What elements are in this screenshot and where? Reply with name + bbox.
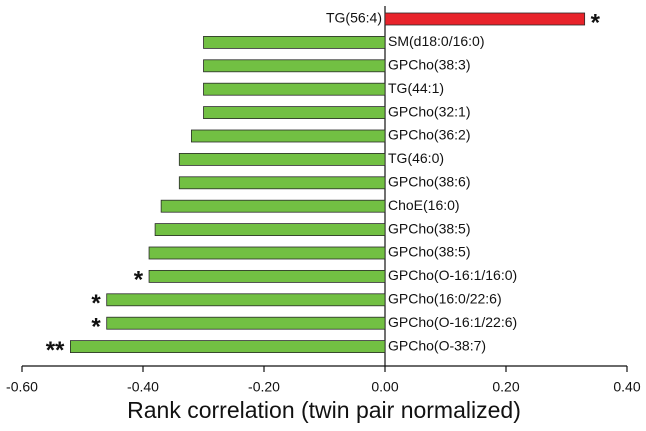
category-label: GPCho(32:1) — [388, 103, 470, 119]
category-label: TG(44:1) — [388, 80, 444, 96]
bar — [203, 36, 386, 49]
category-label: SM(d18:0/16:0) — [388, 33, 485, 49]
x-tick-label: 0.00 — [371, 379, 398, 395]
x-tick-label: 0.40 — [613, 379, 640, 395]
significance-mark: * — [91, 290, 101, 317]
category-label: GPCho(O-38:7) — [388, 337, 486, 353]
category-label: GPCho(O-16:1/22:6) — [388, 314, 517, 330]
x-tick-label: -0.40 — [127, 379, 159, 395]
bar — [178, 176, 386, 190]
bar — [70, 340, 386, 354]
x-tick-label: -0.60 — [6, 379, 38, 395]
x-tick-label: -0.20 — [248, 379, 280, 395]
category-label: GPCho(36:2) — [388, 127, 470, 143]
bar — [178, 152, 386, 166]
bar — [190, 129, 386, 143]
significance-mark: * — [91, 314, 101, 341]
category-label: GPCho(O-16:1/16:0) — [388, 267, 517, 283]
bar — [203, 106, 386, 119]
bar — [154, 223, 386, 237]
category-label: GPCho(38:5) — [388, 220, 470, 236]
category-label: TG(46:0) — [388, 150, 444, 166]
category-label: GPCho(38:3) — [388, 57, 470, 73]
bar — [384, 12, 586, 26]
significance-mark: * — [134, 267, 144, 294]
bar — [106, 293, 386, 307]
bar — [203, 82, 386, 96]
category-label: ChoE(16:0) — [388, 197, 460, 213]
bar — [203, 59, 386, 73]
significance-mark: * — [591, 9, 601, 36]
significance-mark: ** — [46, 337, 65, 364]
category-label: GPCho(38:5) — [388, 244, 470, 260]
x-tick-label: 0.20 — [492, 379, 519, 395]
category-label: GPCho(38:6) — [388, 174, 470, 190]
bar — [148, 246, 386, 260]
bar — [160, 199, 386, 213]
category-label: TG(56:4) — [326, 10, 382, 26]
category-label: GPCho(16:0/22:6) — [388, 291, 502, 307]
bar — [106, 316, 386, 330]
bar — [148, 269, 386, 283]
x-axis-title: Rank correlation (twin pair normalized) — [127, 397, 521, 423]
